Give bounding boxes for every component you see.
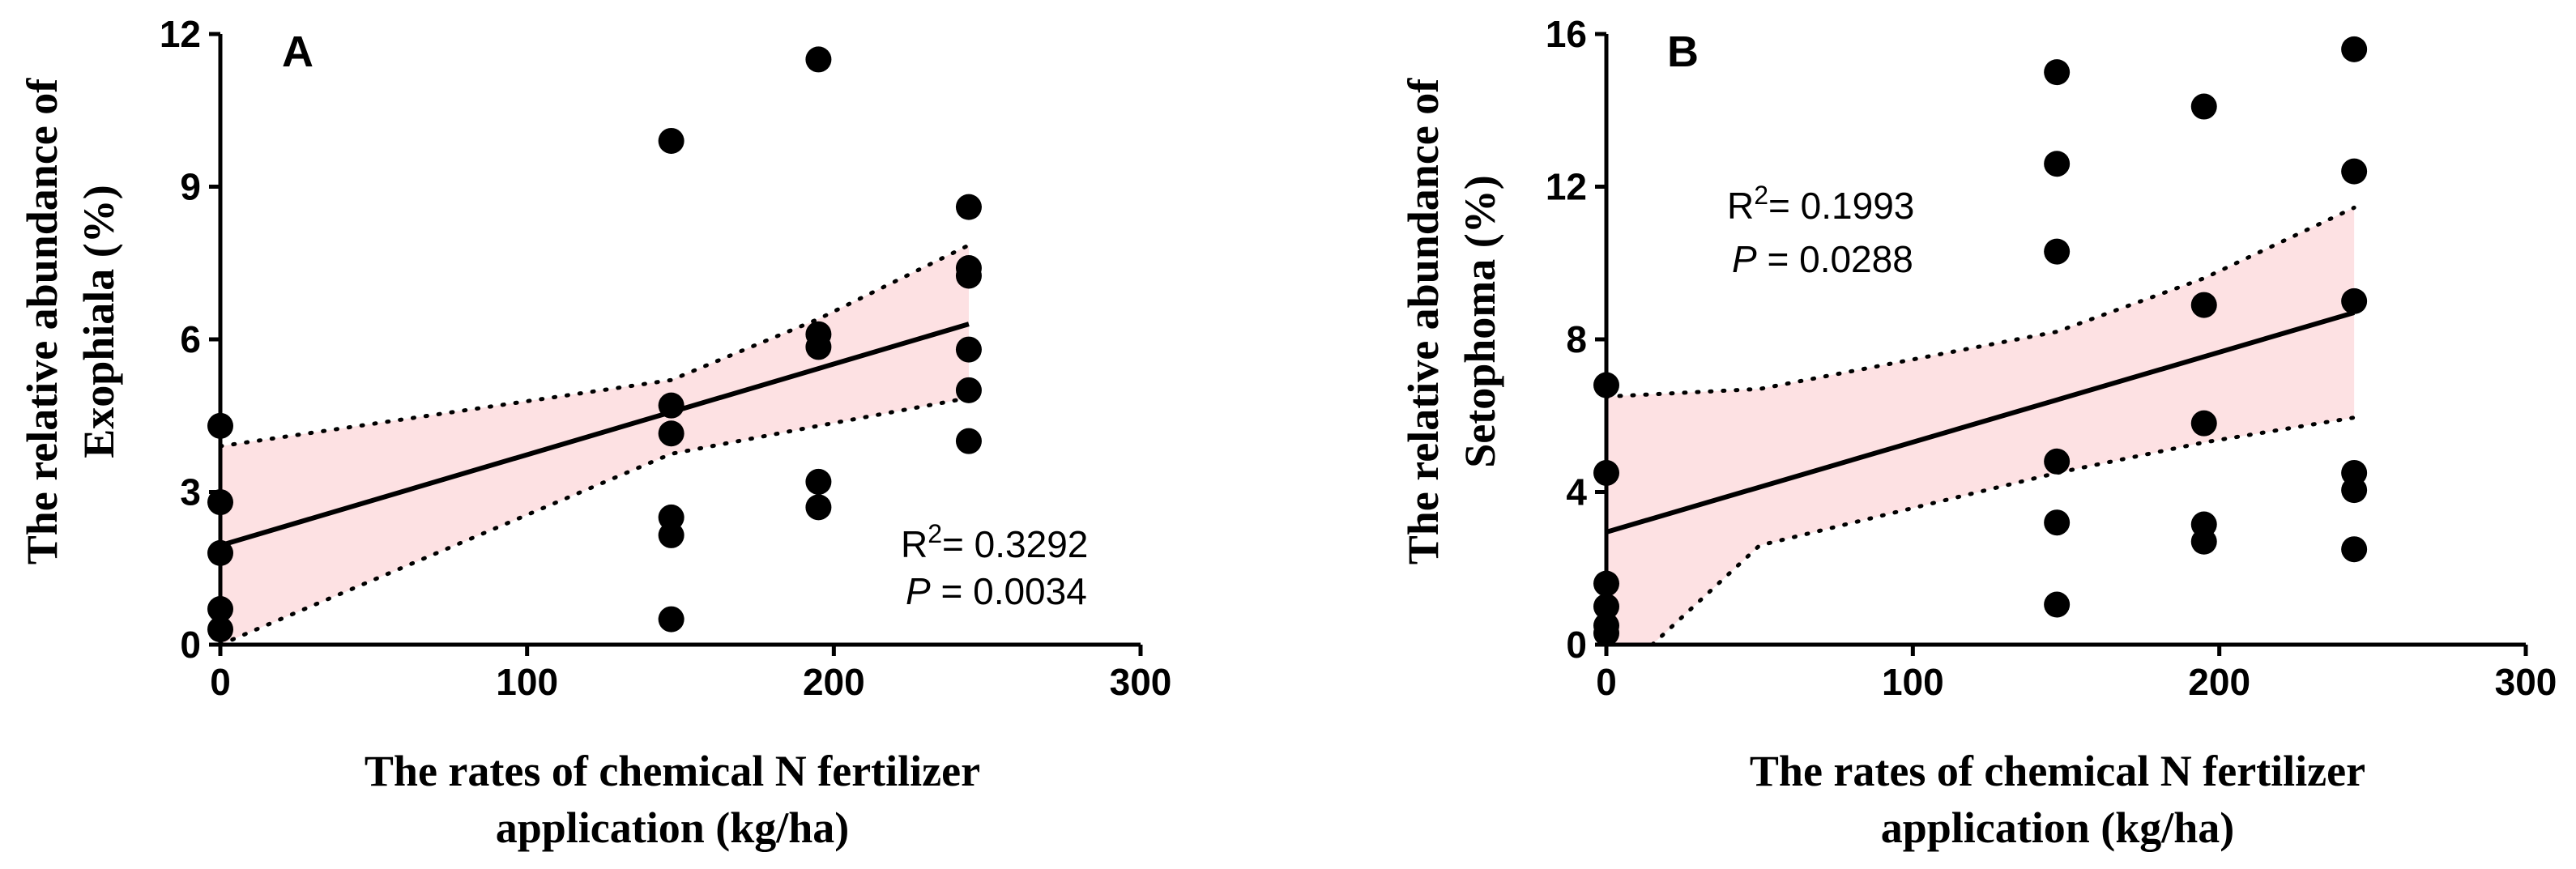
y-tick-label: 4	[1566, 471, 1587, 513]
x-axis-title-line1: The rates of chemical N fertilizer	[365, 747, 980, 795]
data-point	[1593, 620, 1619, 646]
data-point	[658, 392, 685, 419]
y-axis-title-line1: The relative abundance of	[18, 78, 66, 565]
data-point	[2190, 292, 2217, 318]
y-axis-title-line1: The relative abundance of	[1399, 78, 1448, 565]
y-tick-label: 16	[1546, 13, 1587, 55]
p-value-label: P = 0.0034	[906, 570, 1087, 612]
r-squared-label: R2= 0.1993	[1727, 181, 1914, 227]
x-axis-title-line2: application (kg/ha)	[1881, 803, 2235, 852]
y-axis-title-line2: Exophiala (%)	[75, 185, 123, 458]
data-point	[658, 420, 685, 447]
panel-a: The relative abundance of Exophiala (%) …	[18, 13, 1171, 852]
x-tick-label: 200	[803, 661, 865, 703]
x-tick-label: 0	[1596, 661, 1617, 703]
confidence-band	[220, 245, 969, 645]
data-point	[955, 262, 982, 289]
confidence-band	[1606, 207, 2355, 645]
y-tick-label: 6	[180, 318, 201, 360]
regression-line	[220, 322, 970, 548]
data-point	[207, 539, 233, 566]
data-point	[955, 428, 982, 454]
data-point	[2044, 509, 2071, 536]
y-tick-label: 12	[160, 13, 201, 55]
data-point	[2341, 536, 2368, 563]
data-point	[2190, 528, 2217, 555]
p-value-label: P = 0.0288	[1732, 238, 1913, 280]
data-point	[1593, 570, 1619, 597]
data-point	[2044, 448, 2071, 475]
data-point	[1593, 459, 1619, 486]
data-point	[955, 194, 982, 220]
x-tick-label: 0	[210, 661, 231, 703]
x-tick-label: 200	[2188, 661, 2250, 703]
y-tick-label: 12	[1546, 166, 1587, 208]
data-point	[2044, 59, 2071, 86]
data-point	[2190, 93, 2217, 120]
data-point	[658, 606, 685, 633]
x-tick-label: 300	[1110, 661, 1172, 703]
data-point	[805, 46, 832, 73]
y-tick-label: 0	[180, 624, 201, 666]
data-point	[2341, 158, 2368, 185]
data-point	[658, 522, 685, 548]
x-tick-label: 100	[496, 661, 558, 703]
data-point	[207, 616, 233, 643]
x-tick-label: 100	[1882, 661, 1944, 703]
y-tick-label: 0	[1566, 624, 1587, 666]
x-axis-title-line2: application (kg/ha)	[496, 803, 850, 852]
data-point	[2341, 288, 2368, 314]
r-squared-label: R2= 0.3292	[901, 519, 1088, 565]
data-point	[2341, 477, 2368, 504]
data-point	[2190, 410, 2217, 437]
panel-label-b: B	[1667, 28, 1699, 76]
y-tick-label: 9	[180, 166, 201, 208]
data-point	[658, 127, 685, 154]
data-point	[2044, 151, 2071, 177]
ci-lower-line	[218, 395, 971, 647]
data-point	[955, 377, 982, 403]
data-point	[955, 336, 982, 363]
data-point	[207, 596, 233, 623]
panel-b: The relative abundance of Setophoma (%) …	[1399, 13, 2557, 852]
ci-upper-line	[218, 243, 971, 449]
data-point	[658, 504, 685, 530]
x-tick-label: 300	[2495, 661, 2557, 703]
data-point	[805, 468, 832, 495]
data-point	[1593, 372, 1619, 398]
data-point	[805, 334, 832, 360]
regression-line	[1606, 310, 2355, 535]
y-axis-title-line2: Setophoma (%)	[1456, 175, 1504, 468]
data-point	[805, 494, 832, 521]
data-point	[2044, 591, 2071, 618]
x-axis-title-line1: The rates of chemical N fertilizer	[1750, 747, 2365, 795]
data-point	[2341, 36, 2368, 62]
data-point	[207, 412, 233, 439]
data-point	[2044, 238, 2071, 265]
data-point	[1593, 593, 1619, 620]
panel-label-a: A	[282, 28, 313, 76]
y-tick-label: 8	[1566, 318, 1587, 360]
ci-upper-line	[1604, 205, 2356, 399]
data-point	[207, 489, 233, 516]
y-tick-label: 3	[180, 471, 201, 513]
